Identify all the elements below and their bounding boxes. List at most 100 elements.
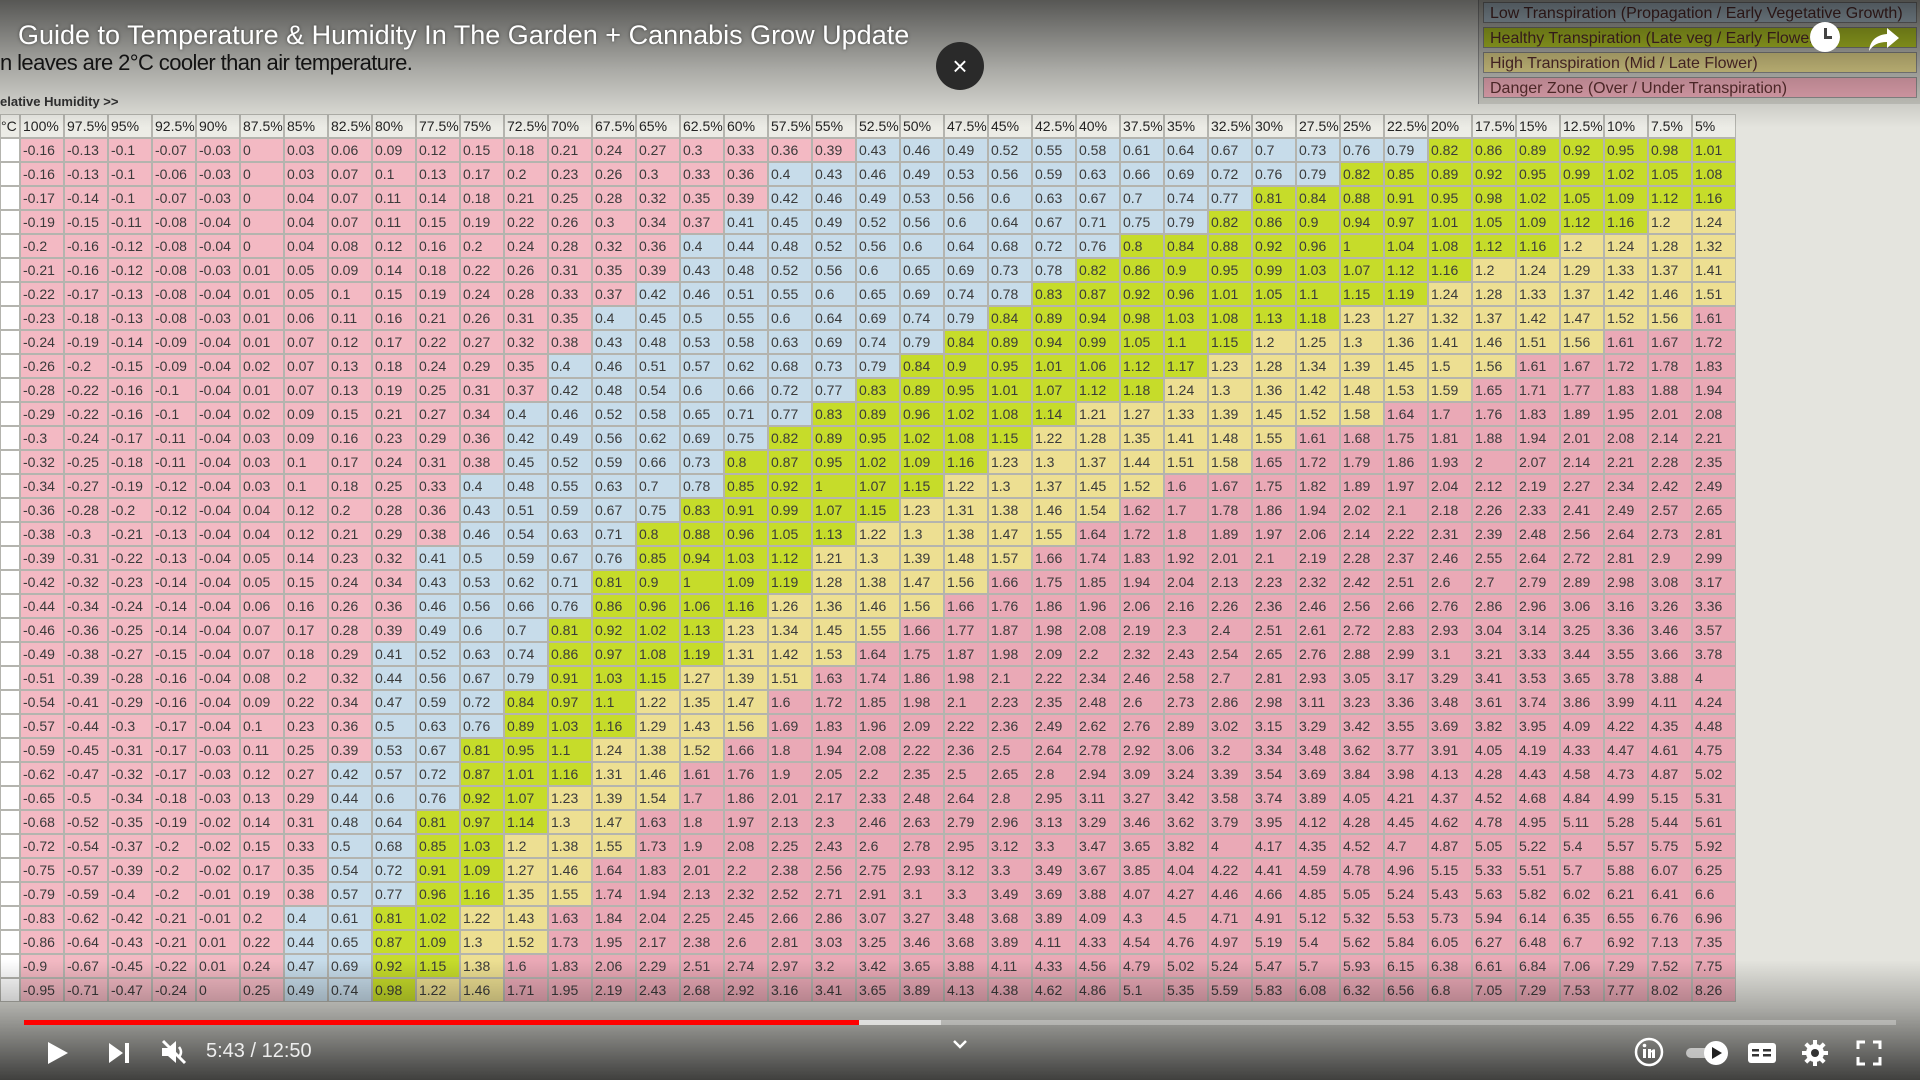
vpd-cell: 0.63	[1032, 186, 1076, 210]
chapter-chevron-button[interactable]	[948, 1034, 972, 1054]
vpd-cell: 1.15	[1340, 282, 1384, 306]
vpd-cell: 0.15	[416, 210, 460, 234]
table-row: -0.22 -0.17 -0.13 -0.08 -0.04 0.01 0.05 0.1 0.15…	[0, 282, 1736, 306]
vpd-cell: -0.39	[108, 858, 152, 882]
vpd-cell: 2.01	[1208, 546, 1252, 570]
vpd-cell: 1.75	[1032, 570, 1076, 594]
vpd-cell: 1.47	[900, 570, 944, 594]
vpd-cell: 3.55	[1384, 714, 1428, 738]
temperature-cell	[0, 282, 20, 306]
vpd-cell: 1.86	[1384, 450, 1428, 474]
vpd-cell: -0.31	[64, 546, 108, 570]
vpd-cell: 6.6	[1692, 882, 1736, 906]
next-button[interactable]	[106, 1041, 132, 1065]
vpd-cell: 5.35	[1164, 978, 1208, 1002]
vpd-cell: 0.27	[460, 330, 504, 354]
watch-later-button[interactable]	[1810, 22, 1840, 52]
vpd-cell: 0.25	[372, 474, 416, 498]
vpd-cell: 1.15	[416, 954, 460, 978]
vpd-cell: 0.48	[328, 810, 372, 834]
vpd-cell: 0.35	[592, 258, 636, 282]
vpd-cell: 0.05	[240, 570, 284, 594]
vpd-cell: 1.3	[460, 930, 504, 954]
vpd-cell: 0.7	[1252, 138, 1296, 162]
vpd-cell: 1.83	[1604, 378, 1648, 402]
vpd-cell: 2.31	[1428, 522, 1472, 546]
vpd-cell: 1.66	[900, 618, 944, 642]
vpd-table-container: °C 100% 97.5% 95% 92.5% 90% 87.5% 85% 82.5% 80% 77…	[0, 114, 1920, 1080]
vpd-cell: 1.51	[1516, 330, 1560, 354]
vpd-cell: -0.3	[108, 714, 152, 738]
vpd-cell: -0.42	[108, 906, 152, 930]
vpd-cell: 1.01	[1208, 282, 1252, 306]
vpd-cell: 0.82	[1076, 258, 1120, 282]
vpd-cell: 1.54	[636, 786, 680, 810]
vpd-cell: 0.19	[240, 882, 284, 906]
vpd-cell: -0.16	[108, 402, 152, 426]
vpd-cell: 0.35	[504, 354, 548, 378]
vpd-cell: 0.52	[592, 402, 636, 426]
table-row: -0.72 -0.54 -0.37 -0.2 -0.02 0.15 0.33 0.5 0.68 0…	[0, 834, 1736, 858]
vpd-cell: 1.33	[1604, 258, 1648, 282]
linkedin-button[interactable]	[1634, 1037, 1664, 1067]
captions-button[interactable]	[1747, 1041, 1777, 1065]
vpd-cell: 0.7	[636, 474, 680, 498]
vpd-cell: 1.88	[1472, 426, 1516, 450]
mute-button[interactable]	[159, 1038, 189, 1066]
vpd-cell: 0.56	[900, 210, 944, 234]
rh-column-header: 57.5%	[768, 114, 812, 138]
vpd-cell: -0.19	[20, 210, 64, 234]
vpd-cell: 2.81	[1604, 546, 1648, 570]
vpd-cell: 5.32	[1340, 906, 1384, 930]
vpd-cell: 0.99	[1560, 162, 1604, 186]
rh-column-header: 35%	[1164, 114, 1208, 138]
play-button[interactable]	[44, 1040, 70, 1066]
vpd-cell: 3.49	[1032, 858, 1076, 882]
vpd-cell: 5.51	[1516, 858, 1560, 882]
vpd-cell: 1.01	[504, 762, 548, 786]
vpd-cell: 1.61	[1516, 354, 1560, 378]
vpd-cell: 0.43	[460, 498, 504, 522]
fullscreen-button[interactable]	[1856, 1040, 1882, 1066]
vpd-cell: 5.47	[1252, 954, 1296, 978]
vpd-cell: 0.32	[328, 666, 372, 690]
vpd-cell: 2.49	[1692, 474, 1736, 498]
vpd-cell: 4.28	[1472, 762, 1516, 786]
video-title[interactable]: Guide to Temperature & Humidity In The G…	[18, 20, 910, 50]
vpd-cell: -0.38	[64, 642, 108, 666]
vpd-cell: 0.14	[240, 810, 284, 834]
table-row: -0.39 -0.31 -0.22 -0.13 -0.04 0.05 0.14 0.23 0.3…	[0, 546, 1736, 570]
vpd-cell: 0	[196, 978, 240, 1002]
vpd-cell: 4.62	[1428, 810, 1472, 834]
vpd-cell: 0.73	[812, 354, 856, 378]
close-button[interactable]: ×	[936, 42, 984, 90]
vpd-cell: 1.83	[812, 714, 856, 738]
vpd-cell: 2.26	[1472, 498, 1516, 522]
vpd-cell: 3.89	[988, 930, 1032, 954]
vpd-cell: 2.21	[1692, 426, 1736, 450]
vpd-cell: 2.83	[1384, 618, 1428, 642]
temperature-cell	[0, 258, 20, 282]
settings-button[interactable]	[1801, 1039, 1829, 1067]
vpd-cell: 1.31	[944, 498, 988, 522]
vpd-cell: -0.13	[64, 138, 108, 162]
vpd-cell: 0.25	[284, 738, 328, 762]
vpd-cell: 0.63	[1076, 162, 1120, 186]
vpd-cell: -0.04	[196, 546, 240, 570]
vpd-cell: 2.37	[1384, 546, 1428, 570]
vpd-cell: 2.86	[812, 906, 856, 930]
vpd-cell: -0.03	[196, 162, 240, 186]
autoplay-toggle[interactable]	[1684, 1040, 1732, 1066]
share-button[interactable]	[1866, 20, 1902, 56]
vpd-cell: 2.61	[1296, 618, 1340, 642]
vpd-cell: 3.1	[900, 882, 944, 906]
vpd-cell: 0.07	[328, 186, 372, 210]
table-row: -0.24 -0.19 -0.14 -0.09 -0.04 0.01 0.07 0.12 0.1…	[0, 330, 1736, 354]
vpd-cell: -0.27	[64, 474, 108, 498]
vpd-cell: 0.2	[328, 498, 372, 522]
vpd-cell: 0.92	[1120, 282, 1164, 306]
vpd-cell: 0.05	[240, 546, 284, 570]
progress-bar[interactable]	[24, 1020, 1896, 1025]
vpd-cell: 1.12	[1648, 186, 1692, 210]
